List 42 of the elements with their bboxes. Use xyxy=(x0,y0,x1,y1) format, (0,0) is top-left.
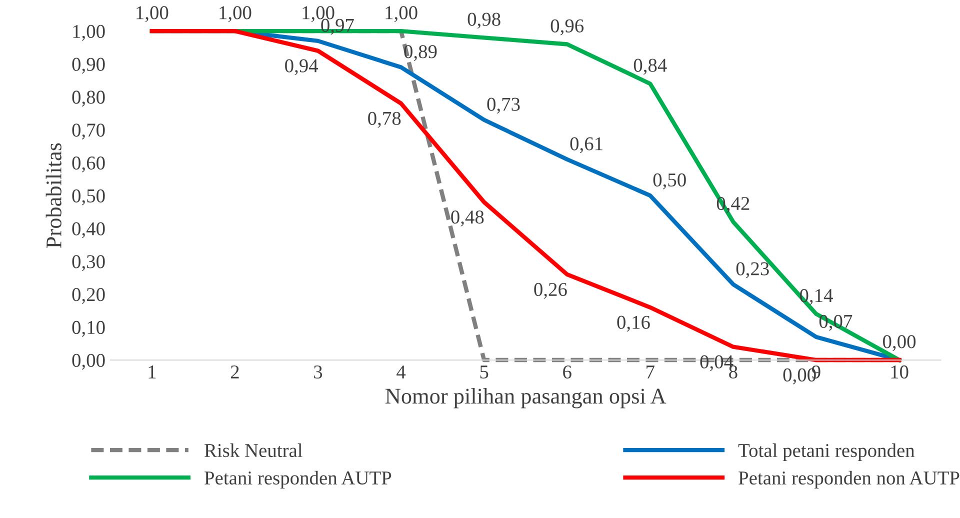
legend-label: Petani responden non AUTP xyxy=(738,470,960,489)
data-label: 1,00 xyxy=(386,6,418,22)
data-label: 0,96 xyxy=(550,19,584,36)
data-label: 0,73 xyxy=(487,98,520,114)
legend-label: Total petani responden xyxy=(738,443,915,462)
data-label: 0,94 xyxy=(285,59,318,76)
x-tick-label: 10 xyxy=(891,365,908,379)
y-tick-label: 0,60 xyxy=(72,156,105,172)
y-axis-title: Probabilitas xyxy=(46,143,62,248)
x-tick-label: 3 xyxy=(314,365,322,379)
y-tick-label: 0,80 xyxy=(72,90,105,107)
data-label: 1,00 xyxy=(220,6,252,22)
y-tick-label: 0,00 xyxy=(72,354,105,370)
x-tick-label: 7 xyxy=(646,366,654,378)
data-label: 0,61 xyxy=(570,137,602,154)
data-label: 0,16 xyxy=(617,316,650,332)
y-tick-label: 0,70 xyxy=(72,124,105,140)
data-label: 0,98 xyxy=(468,12,500,29)
data-label: 0,50 xyxy=(653,173,686,190)
data-label: 1,00 xyxy=(136,6,168,22)
y-tick-label: 0,40 xyxy=(72,222,105,238)
data-label: 0,78 xyxy=(368,112,401,128)
data-label: 0,89 xyxy=(404,45,437,62)
data-label: 0,23 xyxy=(736,262,769,278)
y-tick-label: 0,50 xyxy=(72,189,105,206)
x-axis-title: Nomor pilihan pasangan opsi A xyxy=(386,388,666,408)
data-label: 0,84 xyxy=(634,58,667,75)
y-tick-label: 0,20 xyxy=(72,288,105,304)
x-tick-label: 6 xyxy=(563,365,572,379)
x-tick-label: 2 xyxy=(230,365,239,378)
y-tick-label: 0,30 xyxy=(72,255,105,272)
x-tick-label: 5 xyxy=(480,366,488,379)
x-tick-label: 4 xyxy=(396,366,406,378)
data-label: 0,26 xyxy=(534,282,567,299)
x-tick-label: 1 xyxy=(148,366,156,378)
y-tick-label: 1,00 xyxy=(73,24,105,41)
legend-label: Risk Neutral xyxy=(204,443,302,458)
data-label: 0,48 xyxy=(451,210,484,226)
y-tick-label: 0,90 xyxy=(72,58,105,74)
legend-label: Petani responden AUTP xyxy=(204,470,392,489)
data-label: 0,00 xyxy=(883,335,916,352)
y-tick-label: 0,10 xyxy=(72,320,105,337)
